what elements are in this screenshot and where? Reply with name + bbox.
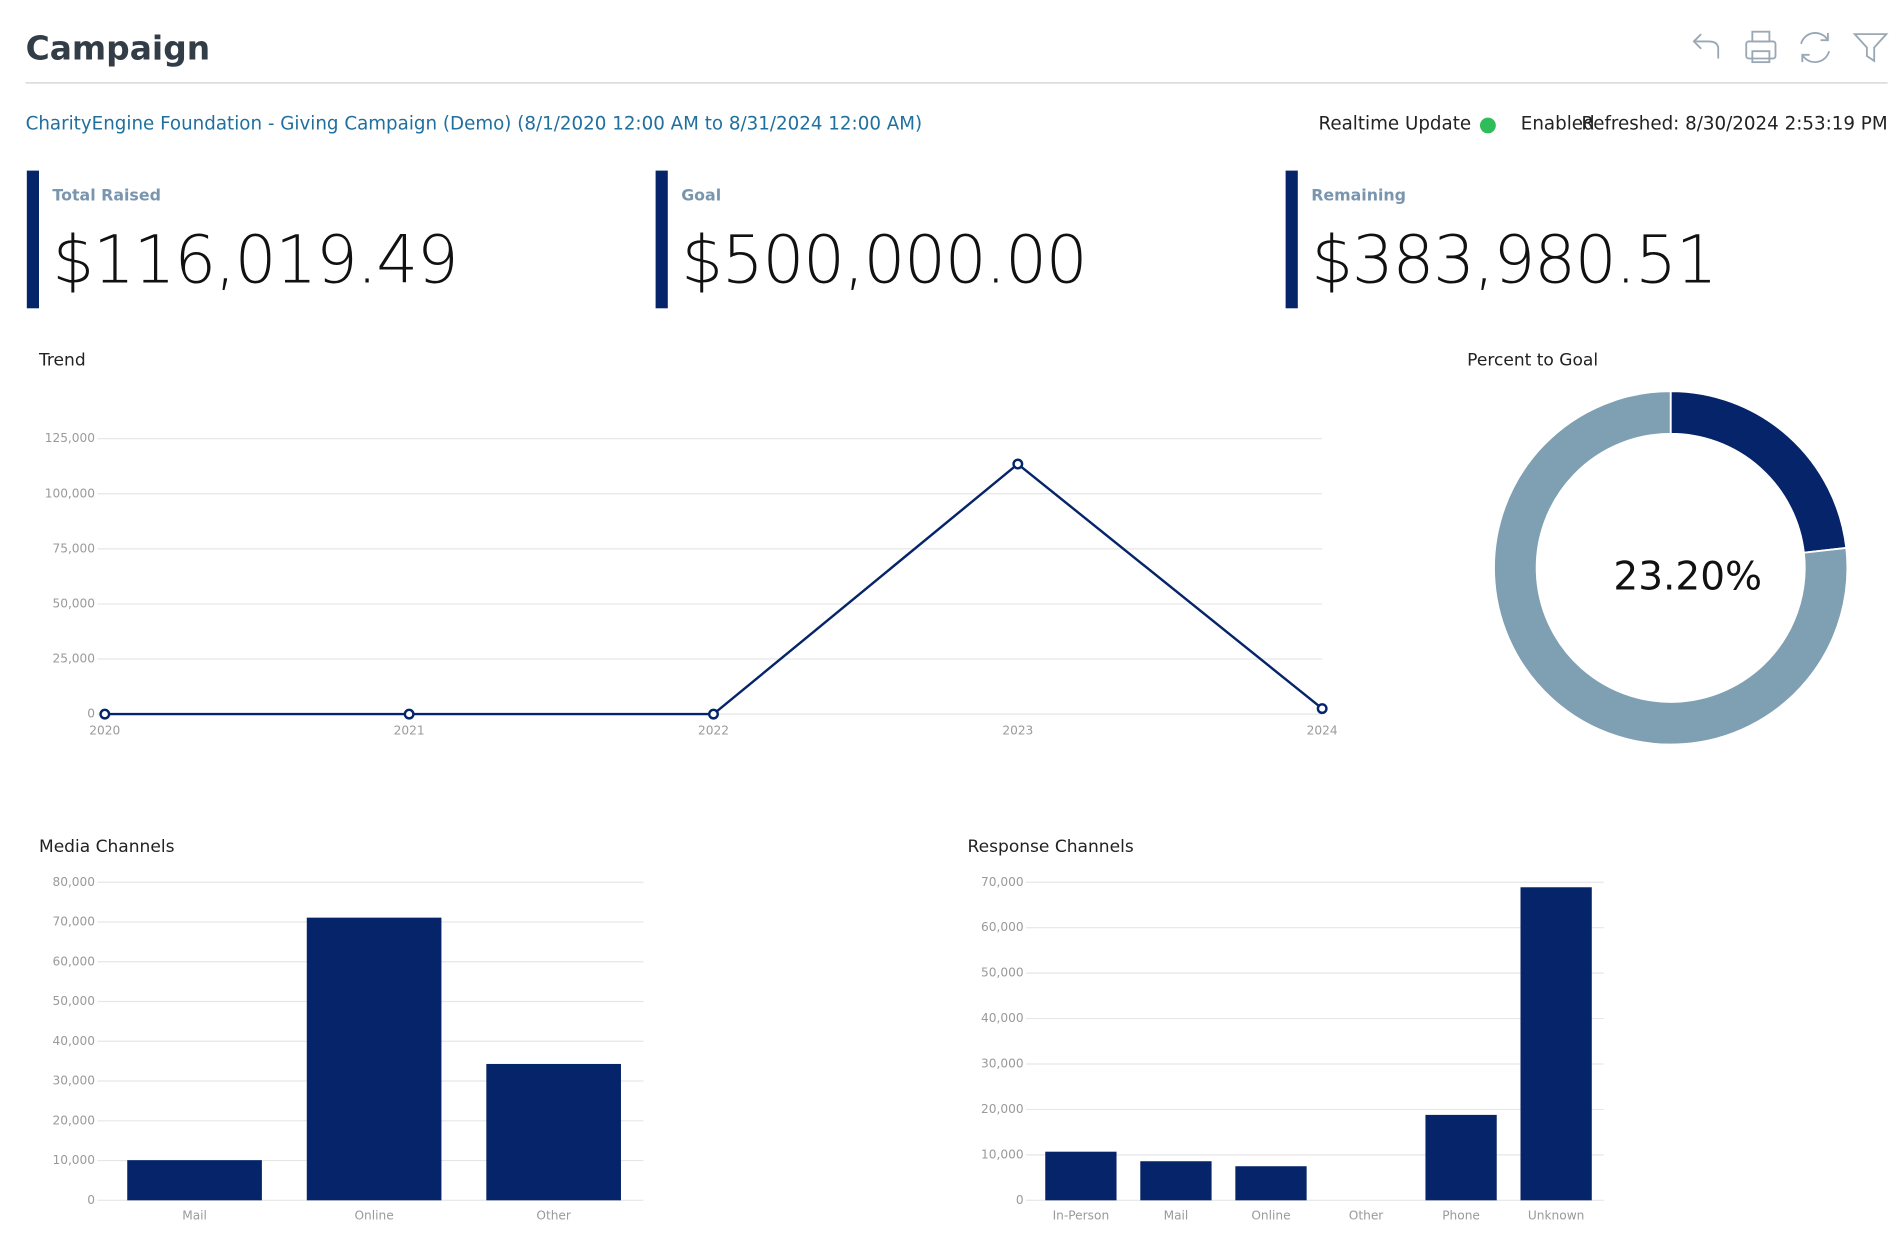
trend-point [708, 708, 719, 720]
y-tick-label: 0 [1016, 1193, 1024, 1207]
y-tick-label: 50,000 [981, 966, 1024, 980]
chart-title: Percent to Goal [1467, 351, 1598, 371]
trend-point [403, 708, 415, 720]
donut-slice [1493, 390, 1849, 746]
kpi-accent [26, 170, 39, 309]
refresh-button[interactable] [1800, 32, 1830, 64]
kpi-value: $116,019.49 [52, 221, 457, 298]
bar [1520, 887, 1592, 1201]
kpi-accent [1285, 170, 1298, 309]
y-tick-label: 25,000 [52, 652, 95, 666]
y-tick-label: 40,000 [981, 1011, 1024, 1025]
bar [306, 917, 442, 1201]
y-tick-label: 60,000 [981, 920, 1024, 934]
kpi-value: $500,000.00 [681, 221, 1086, 298]
bar [486, 1063, 621, 1201]
x-tick-label: In-Person [1053, 1209, 1110, 1223]
donut-slice [1669, 390, 1848, 554]
kpi-value: $383,980.51 [1311, 221, 1716, 298]
y-tick-label: 30,000 [981, 1057, 1024, 1071]
campaign-link[interactable]: CharityEngine Foundation - Giving Campai… [26, 113, 923, 134]
trend-point [1012, 458, 1024, 470]
bar [1235, 1166, 1307, 1201]
x-tick-label: Online [1251, 1209, 1290, 1223]
kpi-label: Remaining [1311, 186, 1406, 205]
x-tick-label: Mail [1164, 1209, 1189, 1223]
trend-point [1316, 703, 1328, 715]
toolbar [1692, 30, 1889, 64]
bar [127, 1160, 262, 1201]
kpi-label: Total Raised [52, 186, 161, 205]
y-tick-label: 100,000 [45, 486, 95, 500]
kpi-accent [655, 170, 668, 309]
y-tick-label: 60,000 [52, 954, 95, 968]
y-tick-label: 70,000 [52, 915, 95, 929]
y-tick-label: 75,000 [52, 541, 95, 555]
kpi-row: Total Raised $116,019.49 Goal $500,000.00 Re… [26, 170, 1718, 309]
x-tick-label: 2022 [698, 724, 729, 738]
x-tick-label: 2024 [1307, 724, 1338, 738]
x-tick-label: Other [1349, 1209, 1384, 1223]
chart-title: Trend [38, 351, 86, 371]
charts: Trend 0 25,000 50,000 75,000 100,000 125,000 20… [38, 351, 1849, 1223]
y-tick-label: 30,000 [52, 1074, 95, 1088]
bar [1140, 1161, 1212, 1201]
x-tick-label: Phone [1442, 1209, 1480, 1223]
refreshed-time: Refreshed: 8/30/2024 2:53:19 PM [1581, 113, 1887, 134]
y-tick-label: 70,000 [981, 875, 1024, 889]
realtime-label: Realtime Update [1319, 113, 1472, 134]
y-tick-label: 20,000 [52, 1113, 95, 1127]
x-tick-label: 2023 [1002, 724, 1033, 738]
y-tick-label: 125,000 [45, 431, 95, 445]
chart-title: Media Channels [39, 837, 175, 857]
back-button[interactable] [1692, 33, 1720, 59]
y-tick-label: 10,000 [981, 1147, 1024, 1161]
x-tick-label: 2020 [89, 724, 120, 738]
print-button[interactable] [1745, 30, 1777, 64]
x-tick-label: Unknown [1528, 1209, 1585, 1223]
x-tick-label: Mail [182, 1209, 207, 1223]
y-tick-label: 80,000 [52, 875, 95, 889]
donut-center-label: 23.20% [1613, 554, 1762, 599]
y-tick-label: 20,000 [981, 1102, 1024, 1116]
page-title: Campaign [26, 28, 211, 67]
y-tick-label: 0 [87, 1193, 95, 1207]
x-tick-label: Online [354, 1209, 393, 1223]
y-tick-label: 50,000 [52, 596, 95, 610]
x-tick-label: 2021 [394, 724, 425, 738]
bar [1045, 1151, 1117, 1201]
trend-point [99, 708, 111, 720]
y-tick-label: 0 [87, 707, 95, 721]
bar [1425, 1114, 1497, 1201]
status-dot [1479, 117, 1496, 134]
realtime-status: Enabled [1521, 113, 1595, 134]
x-tick-label: Other [536, 1209, 571, 1223]
chart-title: Response Channels [968, 837, 1134, 857]
kpi-label: Goal [681, 186, 721, 205]
y-tick-label: 50,000 [52, 994, 95, 1008]
filter-button[interactable] [1852, 33, 1889, 63]
y-tick-label: 10,000 [52, 1153, 95, 1167]
y-tick-label: 40,000 [52, 1034, 95, 1048]
trend-line [104, 462, 1323, 716]
